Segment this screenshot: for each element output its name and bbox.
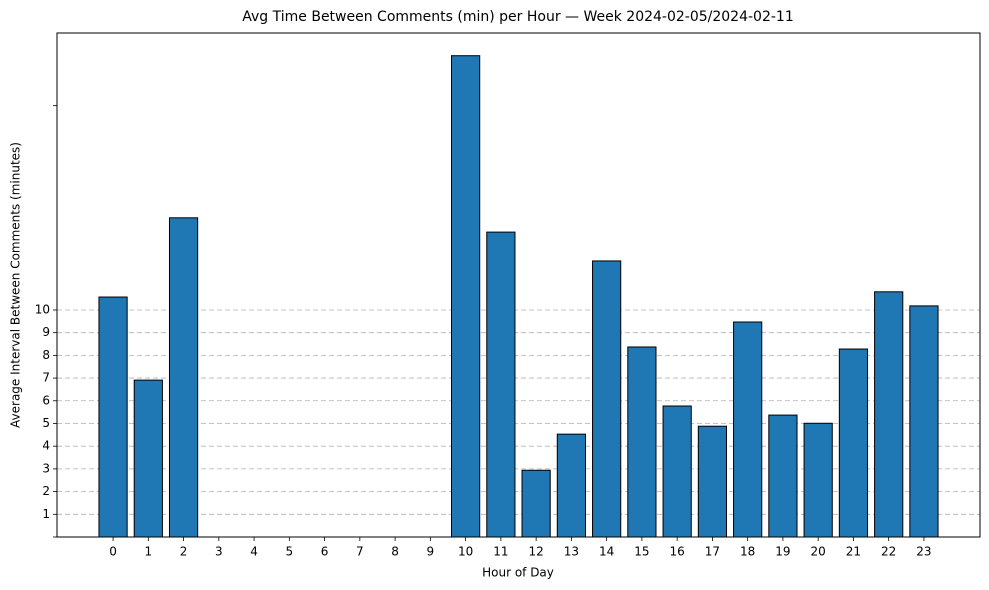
x-tick-label: 8	[391, 545, 399, 559]
x-tick-label: 19	[775, 545, 790, 559]
bar	[838, 348, 869, 538]
bar	[451, 55, 481, 538]
x-tick-label: 22	[881, 545, 896, 559]
bar	[874, 291, 904, 538]
y-tick-label: 2	[42, 484, 50, 498]
y-tick-label: 3	[42, 461, 50, 475]
x-tick-label: 6	[321, 545, 329, 559]
y-tick-label: 4	[42, 439, 50, 453]
x-tick-label: 16	[670, 545, 685, 559]
y-tick-label: 8	[42, 348, 50, 362]
x-tick-label: 5	[286, 545, 294, 559]
y-axis-label: Average Interval Between Comments (minut…	[9, 142, 23, 428]
bar	[627, 346, 657, 538]
bar	[98, 296, 128, 538]
x-tick-label: 13	[564, 545, 579, 559]
bar	[803, 422, 833, 538]
y-tick-label: 6	[42, 393, 50, 407]
x-tick-label: 2	[180, 545, 188, 559]
bar	[168, 217, 199, 538]
x-tick-label: 7	[356, 545, 364, 559]
x-tick-label: 3	[215, 545, 223, 559]
bar	[521, 469, 551, 538]
x-tick-label: 14	[599, 545, 614, 559]
x-tick-label: 20	[811, 545, 826, 559]
y-tick-label: 7	[42, 371, 50, 385]
x-axis-label: Hour of Day	[482, 566, 554, 580]
chart-title: Avg Time Between Comments (min) per Hour…	[242, 9, 793, 25]
x-tick-label: 4	[250, 545, 258, 559]
y-tick-label: 9	[42, 325, 50, 339]
y-tick-label: 1	[42, 507, 50, 521]
bar	[556, 433, 586, 538]
bar	[662, 405, 692, 538]
x-tick-label: 12	[528, 545, 543, 559]
bar	[733, 321, 763, 538]
x-tick-label: 10	[458, 545, 473, 559]
x-tick-label: 23	[916, 545, 931, 559]
x-tick-label: 11	[493, 545, 508, 559]
bar	[909, 305, 939, 538]
bar	[592, 260, 622, 538]
bar	[697, 425, 728, 538]
bar	[768, 414, 798, 538]
x-tick-label: 15	[634, 545, 649, 559]
y-tick-label: 5	[42, 416, 50, 430]
bar	[486, 231, 516, 538]
x-tick-label: 1	[144, 545, 152, 559]
x-tick-label: 17	[705, 545, 720, 559]
x-tick-label: 0	[109, 545, 117, 559]
x-tick-label: 18	[740, 545, 755, 559]
bar	[133, 379, 163, 538]
plot-frame	[56, 32, 981, 538]
x-tick-label: 21	[846, 545, 861, 559]
x-tick-label: 9	[427, 545, 435, 559]
y-tick-label: 10	[35, 302, 50, 316]
